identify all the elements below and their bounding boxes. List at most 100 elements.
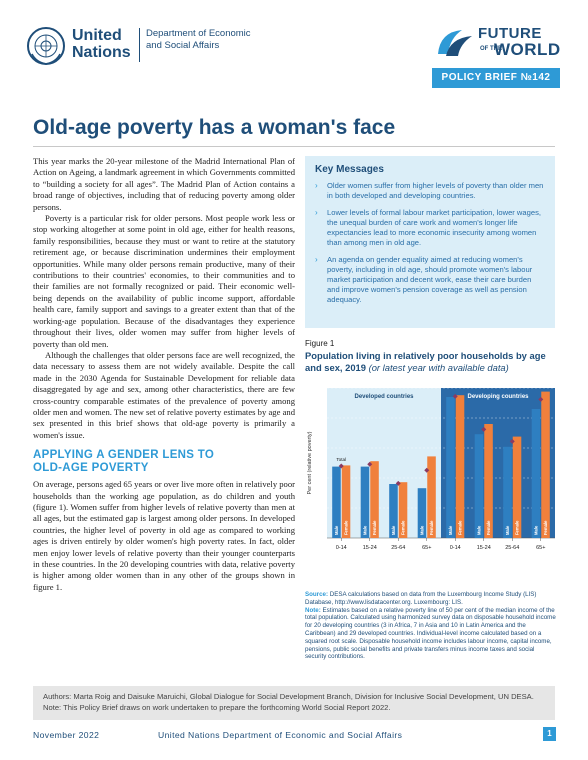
source-note: Source: DESA calculations based on data … [305, 591, 557, 607]
group-title: Developed countries [354, 394, 414, 400]
bar-label-female: Female [543, 520, 548, 535]
bar-male [417, 488, 427, 538]
fow-title-of: OF THE [480, 46, 502, 52]
total-marker [424, 467, 430, 473]
x-tick-label: 15-24 [363, 545, 377, 551]
bar-label-male: Male [334, 525, 339, 535]
future-of-world-logo-icon [438, 30, 472, 56]
bar-label-male: Male [505, 525, 510, 535]
key-message-text: Older women suffer from higher levels of… [327, 181, 544, 200]
total-marker [395, 480, 401, 486]
total-marker [338, 463, 344, 469]
bar-female [455, 395, 465, 538]
key-messages-title: Key Messages [315, 164, 384, 175]
key-message-item: › Lower levels of formal labour market p… [315, 208, 545, 248]
bar-female [398, 482, 408, 538]
y-axis-label: Per cent (relative poverty) [307, 431, 313, 494]
page-title: Old-age poverty has a woman's face [33, 116, 396, 139]
bar-label-male: Male [533, 525, 538, 535]
authors-note: Note: This Policy Brief draws on work un… [43, 703, 391, 712]
x-tick-label: 65+ [536, 545, 545, 551]
total-marker [538, 396, 544, 402]
footer-org: United Nations Department of Economic an… [158, 730, 403, 740]
paragraph-1: This year marks the 20-year milestone of… [33, 156, 295, 212]
bar-label-female: Female [372, 520, 377, 535]
key-message-item: › An agenda on gender equality aimed at … [315, 255, 545, 305]
paragraph-2: Poverty is a particular risk for older p… [33, 213, 295, 349]
bar-label-male: Male [476, 525, 481, 535]
footer-date: November 2022 [33, 730, 100, 740]
x-tick-label: 15-24 [477, 545, 491, 551]
bar-female [341, 465, 351, 538]
bar-male [474, 434, 484, 538]
figure-title-main: Population living in relatively poor hou… [305, 350, 546, 373]
key-message-item: › Older women suffer from higher levels … [315, 181, 545, 201]
figure-title: Population living in relatively poor hou… [305, 350, 557, 373]
source-label: Source: [305, 591, 329, 598]
bar-label-male: Male [391, 525, 396, 535]
bar-label-female: Female [515, 520, 520, 535]
page-header: United Nations Department of Economic an… [0, 0, 588, 100]
x-tick-label: 0-14 [336, 545, 347, 551]
policy-brief-badge: POLICY BRIEF №142 [432, 68, 560, 88]
total-marker [481, 426, 487, 432]
paragraph-3: Although the challenges that older perso… [33, 349, 295, 440]
x-tick-label: 65+ [422, 545, 431, 551]
fow-title-line2: WORLD [494, 40, 561, 59]
bar-label-female: Female [458, 520, 463, 535]
bar-label-male: Male [448, 525, 453, 535]
bar-label-male: Male [419, 525, 424, 535]
paragraph-4: On average, persons aged 65 years or ove… [33, 479, 296, 592]
note-label: Note: [305, 606, 321, 614]
bar-label-female: Female [486, 520, 491, 535]
bar-female [484, 424, 493, 538]
dept-name: Department of Economic and Social Affair… [146, 28, 251, 51]
bar-female [512, 436, 522, 538]
authors-line: Authors: Marta Roig and Daisuke Maruichi… [43, 692, 534, 701]
bar-label-female: Female [401, 520, 406, 535]
bar-female [370, 461, 379, 538]
figure-label: Figure 1 [305, 339, 335, 348]
logo-divider [139, 28, 140, 62]
total-marker [367, 461, 373, 467]
page-number: 1 [543, 727, 556, 741]
group-title: Developing countries [467, 394, 529, 400]
bar-female [541, 391, 550, 538]
method-note: Note: Estimates based on a relative pove… [305, 607, 557, 662]
note-text: Estimates based on a relative poverty li… [305, 606, 556, 661]
key-messages-box: Key Messages › Older women suffer from h… [305, 156, 555, 328]
main-text-column: This year marks the 20-year milestone of… [33, 156, 295, 593]
section-heading-line1: APPLYING A GENDER LENS TO [33, 449, 215, 462]
bar-male [332, 466, 341, 538]
bar-male [531, 409, 541, 538]
source-text: DESA calculations based on data from the… [305, 591, 537, 606]
authors-box: Authors: Marta Roig and Daisuke Maruichi… [33, 686, 555, 720]
section-heading-line2: OLD-AGE POVERTY [33, 462, 149, 475]
chevron-right-icon: › [315, 208, 318, 217]
org-name: United Nations [72, 27, 131, 61]
fow-title-line1: FUTURE [478, 25, 542, 42]
poverty-bar-chart: Per cent (relative poverty) Developed cou… [307, 387, 555, 551]
figure-title-note: (or latest year with available data) [368, 361, 509, 373]
x-tick-label: 25-64 [391, 545, 405, 551]
section-heading: APPLYING A GENDER LENS TO OLD-AGE POVERT… [33, 449, 295, 475]
bar-male [389, 484, 398, 538]
total-legend-label: Total [336, 457, 346, 462]
bar-label-female: Female [344, 520, 349, 535]
bar-male [360, 466, 370, 538]
chevron-right-icon: › [315, 181, 318, 190]
bar-label-female: Female [429, 520, 434, 535]
chevron-right-icon: › [315, 255, 318, 264]
bar-male [446, 397, 455, 538]
x-tick-label: 0-14 [450, 545, 461, 551]
figure-notes: Source: DESA calculations based on data … [305, 591, 557, 661]
total-marker [452, 393, 458, 399]
bar-female [427, 456, 436, 538]
key-message-text: Lower levels of formal labour market par… [327, 208, 541, 247]
total-marker [509, 438, 515, 444]
x-tick-label: 25-64 [505, 545, 519, 551]
un-emblem-icon [27, 27, 65, 65]
key-message-text: An agenda on gender equality aimed at re… [327, 255, 533, 304]
title-divider [33, 146, 555, 147]
bar-label-male: Male [362, 525, 367, 535]
